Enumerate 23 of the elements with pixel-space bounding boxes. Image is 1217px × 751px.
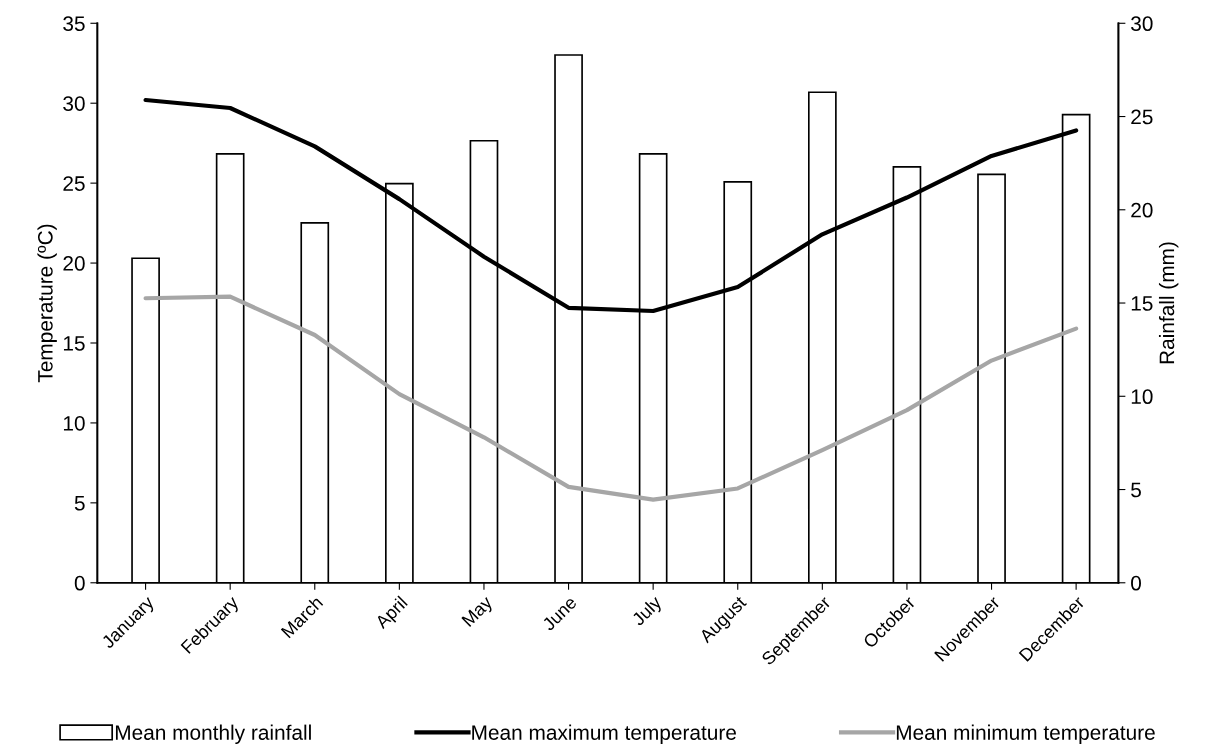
y-tick-label: 0	[74, 575, 85, 591]
legend-label: Mean maximum temperature	[472, 724, 736, 745]
x-tick-label: July	[630, 594, 666, 629]
y2-tick-label: 25	[1131, 109, 1153, 125]
y-tick-label: 30	[63, 96, 85, 111]
legend-label: Mean minimum temperature	[896, 724, 1155, 745]
legend-label: Mean monthly rainfall	[115, 724, 311, 745]
y-axis-title: Temperature (ºC)	[37, 224, 57, 383]
y-tick-label: 5	[74, 496, 85, 511]
y2-tick-label: 30	[1131, 16, 1153, 32]
y2-tick-label: 20	[1131, 202, 1153, 218]
y-tick-label: 20	[63, 256, 85, 271]
x-tick-label: May	[461, 595, 496, 630]
y2-axis-title: Rainfall (mm)	[1158, 242, 1179, 364]
line-series	[143, 294, 1079, 502]
y-tick-label: 35	[63, 16, 85, 32]
y2-tick-label: 5	[1131, 482, 1141, 498]
y2-tick-label: 15	[1131, 296, 1153, 311]
y2-tick-label: 0	[1131, 575, 1141, 591]
y-tick-label: 15	[63, 336, 85, 351]
y-tick-label: 25	[63, 176, 85, 191]
y2-tick-label: 10	[1131, 389, 1153, 405]
y-tick-label: 10	[63, 415, 85, 431]
